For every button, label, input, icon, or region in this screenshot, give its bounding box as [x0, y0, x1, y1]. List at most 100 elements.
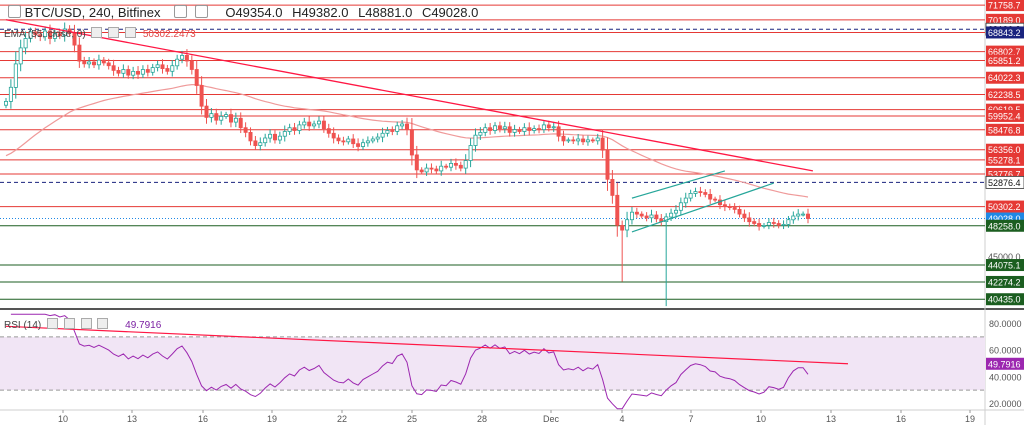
candle-body [742, 213, 747, 219]
candle-body [302, 121, 307, 126]
rsi-close-icon[interactable] [80, 318, 92, 329]
candle-body [224, 114, 229, 117]
candle-body [116, 70, 121, 74]
price-axis-label: 64022.3 [988, 73, 1021, 83]
candle-body [458, 164, 463, 169]
candle-body [321, 120, 326, 129]
candle-body [13, 63, 18, 88]
candle-body [96, 59, 101, 66]
candle-body [336, 137, 341, 142]
gear-icon[interactable] [194, 5, 208, 18]
channel-lower-line [631, 182, 774, 233]
candle-body [713, 198, 718, 201]
candle-body [585, 139, 590, 143]
candle-body [77, 44, 82, 62]
price-axis-label-bg [986, 54, 1024, 67]
candle-body [365, 140, 370, 144]
time-axis-label: 19 [267, 414, 277, 424]
candle-body [312, 123, 317, 127]
candle-body [28, 31, 33, 39]
time-axis-label: Dec [543, 414, 560, 424]
candle-body [478, 131, 483, 136]
candle-body [258, 142, 263, 146]
candle-body [194, 69, 199, 86]
candle-body [786, 219, 791, 225]
eye-icon[interactable] [174, 5, 188, 18]
candle-body [282, 131, 287, 137]
price-axis-label: 62238.5 [988, 90, 1021, 100]
price-axis-label: 68843.2 [988, 28, 1021, 38]
candle-body [316, 120, 321, 125]
candle-body [497, 125, 502, 130]
candle-body [248, 131, 253, 142]
candle-body [644, 215, 649, 219]
descending-trendline [5, 19, 814, 172]
candle-body [38, 34, 43, 38]
candle-body [170, 65, 175, 72]
candle-body [639, 213, 644, 217]
candle-body [649, 214, 654, 219]
candle-body [228, 114, 233, 123]
price-axis-label: 70189.0 [988, 15, 1021, 25]
ohlc-high: H49382.0 [292, 5, 349, 20]
chart-collapse-icon[interactable] [8, 5, 21, 18]
ema-eye-icon[interactable] [91, 27, 103, 38]
candle-body [439, 165, 444, 172]
candle-body [473, 134, 478, 146]
candle-body [561, 135, 566, 142]
candle-body [483, 127, 488, 133]
candle-body [160, 64, 165, 70]
candle-body [268, 133, 273, 139]
candle-body [576, 138, 581, 142]
rsi-eye-icon[interactable] [47, 318, 59, 329]
candle-body [766, 222, 771, 226]
candle-body [326, 128, 331, 134]
rsi-more-icon[interactable] [97, 318, 109, 329]
candle-body [678, 202, 683, 211]
candle-body [693, 191, 698, 194]
candle-body [287, 127, 292, 132]
candle-body [204, 105, 209, 118]
price-axis-label: 55278.1 [988, 155, 1021, 165]
candle-body [150, 67, 155, 73]
price-axis-label-bg [985, 175, 1024, 189]
candle-body [615, 194, 620, 226]
candle-body [390, 130, 395, 132]
candle-body [556, 126, 561, 137]
candle-body [605, 149, 610, 180]
rsi-axis-label: 40.0000 [989, 372, 1022, 382]
rsi-settings-icon[interactable] [63, 318, 75, 329]
candle-body [801, 213, 806, 216]
candle-body [33, 31, 38, 36]
ohlc-values: O49354.0 H49382.0 L48881.0 C49028.0 [225, 5, 484, 20]
candle-body [57, 33, 62, 37]
time-axis-label: 7 [688, 414, 693, 424]
candle-body [512, 129, 517, 133]
price-axis-label: 49028.0 [988, 214, 1021, 224]
candle-body [527, 127, 532, 131]
rsi-axis-label: 80.0000 [989, 319, 1022, 329]
candle-body [82, 60, 87, 65]
ema-close-icon[interactable] [125, 27, 137, 38]
candle-body [727, 206, 732, 209]
ohlc-close: C49028.0 [421, 5, 479, 20]
candle-body [18, 47, 23, 65]
price-axis-label: 58476.8 [988, 125, 1021, 135]
candle-body [468, 145, 473, 161]
rsi-trendline [5, 325, 849, 365]
symbol-title: BTC/USD, 240, Bitfinex [24, 5, 161, 20]
candle-body [703, 192, 708, 195]
ema-settings-icon[interactable] [108, 27, 120, 38]
rsi-legend[interactable]: RSI (14) 49.7916 [4, 318, 161, 331]
candle-body [199, 85, 204, 107]
candle-body [752, 221, 757, 224]
candle-body [214, 113, 219, 121]
candle-body [722, 204, 727, 207]
ema-legend[interactable]: EMA (55, close, 0) 50302.2473 [4, 27, 196, 40]
candle-body [488, 127, 493, 131]
ohlc-open: O49354.0 [225, 5, 283, 20]
candle-body [400, 123, 405, 127]
candle-body [791, 215, 796, 221]
